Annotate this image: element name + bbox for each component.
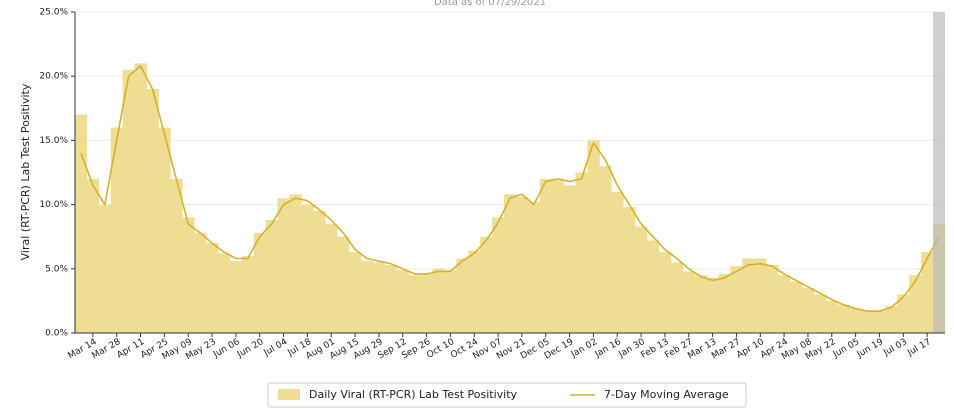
y-tick-label: 20.0% bbox=[39, 72, 68, 82]
bar bbox=[325, 223, 338, 333]
bar bbox=[837, 304, 850, 333]
bar bbox=[146, 89, 159, 333]
y-tick-label: 25.0% bbox=[39, 8, 68, 18]
bar bbox=[313, 211, 326, 333]
bar bbox=[742, 258, 755, 333]
bar bbox=[384, 264, 398, 333]
bar bbox=[158, 127, 171, 333]
bar bbox=[670, 262, 684, 333]
bar bbox=[527, 202, 541, 333]
bar bbox=[897, 294, 910, 333]
legend-label: Daily Viral (RT-PCR) Lab Test Positivity bbox=[309, 388, 518, 401]
bar bbox=[587, 140, 600, 333]
bar bbox=[349, 252, 362, 333]
legend-swatch bbox=[278, 389, 300, 400]
bar bbox=[885, 306, 898, 333]
bar bbox=[444, 270, 457, 333]
bar bbox=[468, 250, 481, 333]
bar bbox=[98, 204, 112, 333]
bar bbox=[86, 178, 100, 333]
y-axis-label: Viral (RT-PCR) Lab Test Positivity bbox=[19, 83, 32, 260]
bar bbox=[790, 281, 803, 333]
y-tick-label: 15.0% bbox=[39, 136, 68, 146]
bar bbox=[75, 114, 88, 333]
bar bbox=[563, 185, 576, 333]
bar bbox=[778, 275, 791, 333]
bar bbox=[849, 308, 862, 333]
bar bbox=[110, 127, 123, 333]
x-tick-label: Jul 03 bbox=[881, 337, 909, 359]
bar bbox=[861, 309, 874, 333]
bar bbox=[825, 300, 839, 333]
bar bbox=[611, 191, 624, 333]
bar bbox=[277, 198, 290, 333]
bar bbox=[754, 258, 767, 333]
bar bbox=[813, 294, 827, 333]
x-tick-label: Jun 05 bbox=[831, 337, 861, 360]
legend-label: 7-Day Moving Average bbox=[604, 388, 729, 401]
bar bbox=[122, 69, 135, 333]
bar bbox=[456, 258, 469, 333]
x-tick-label: Jun 06 bbox=[211, 337, 242, 360]
bar bbox=[539, 178, 553, 333]
bar bbox=[575, 172, 588, 333]
bar bbox=[194, 232, 207, 333]
bar bbox=[206, 243, 219, 333]
x-tick-label: Jul 04 bbox=[262, 337, 290, 359]
bar bbox=[396, 270, 409, 333]
bar bbox=[718, 273, 731, 333]
x-tick-label: Jan 02 bbox=[569, 337, 599, 360]
bar bbox=[623, 207, 636, 333]
bar bbox=[134, 63, 147, 334]
bar bbox=[218, 253, 231, 333]
bar bbox=[361, 261, 374, 333]
bar bbox=[372, 262, 386, 333]
bar bbox=[504, 194, 517, 333]
bar bbox=[730, 266, 743, 333]
bar bbox=[432, 268, 445, 333]
x-tick-label: Jun 19 bbox=[855, 337, 886, 360]
bar bbox=[408, 275, 421, 333]
bar bbox=[241, 255, 255, 333]
x-tick-label: Jan 16 bbox=[593, 337, 624, 360]
legend: Daily Viral (RT-PCR) Lab Test Positivity… bbox=[267, 382, 747, 408]
bar bbox=[682, 271, 696, 333]
bar bbox=[515, 196, 529, 333]
bar bbox=[229, 261, 243, 333]
bar bbox=[873, 311, 886, 333]
x-tick-label: Jun 20 bbox=[235, 337, 266, 360]
bar bbox=[551, 178, 564, 333]
bar bbox=[182, 217, 195, 333]
bar bbox=[909, 275, 922, 333]
y-tick-label: 0.0% bbox=[45, 329, 68, 339]
bar bbox=[647, 240, 660, 333]
bar bbox=[658, 252, 672, 333]
bar bbox=[301, 204, 314, 333]
incomplete-data-shade bbox=[933, 12, 945, 333]
y-tick-label: 10.0% bbox=[39, 200, 68, 210]
chart-subtitle: Data as of 07/29/2021 bbox=[434, 0, 546, 8]
bar bbox=[599, 166, 612, 333]
bar bbox=[801, 288, 815, 333]
x-tick-label: Jul 17 bbox=[905, 337, 933, 359]
bar bbox=[694, 275, 707, 333]
bar bbox=[492, 217, 505, 333]
bar bbox=[635, 226, 648, 333]
bar bbox=[766, 264, 779, 333]
bar bbox=[921, 252, 934, 333]
bar bbox=[253, 232, 266, 333]
bar bbox=[265, 220, 278, 333]
bar bbox=[289, 194, 302, 333]
bar bbox=[170, 178, 183, 333]
legend-frame bbox=[267, 382, 747, 408]
bar bbox=[706, 277, 719, 333]
y-tick-label: 5.0% bbox=[45, 264, 68, 274]
bar bbox=[337, 236, 350, 333]
bar bbox=[420, 273, 433, 333]
bar bbox=[480, 236, 493, 333]
moving-average-line bbox=[80, 65, 940, 312]
